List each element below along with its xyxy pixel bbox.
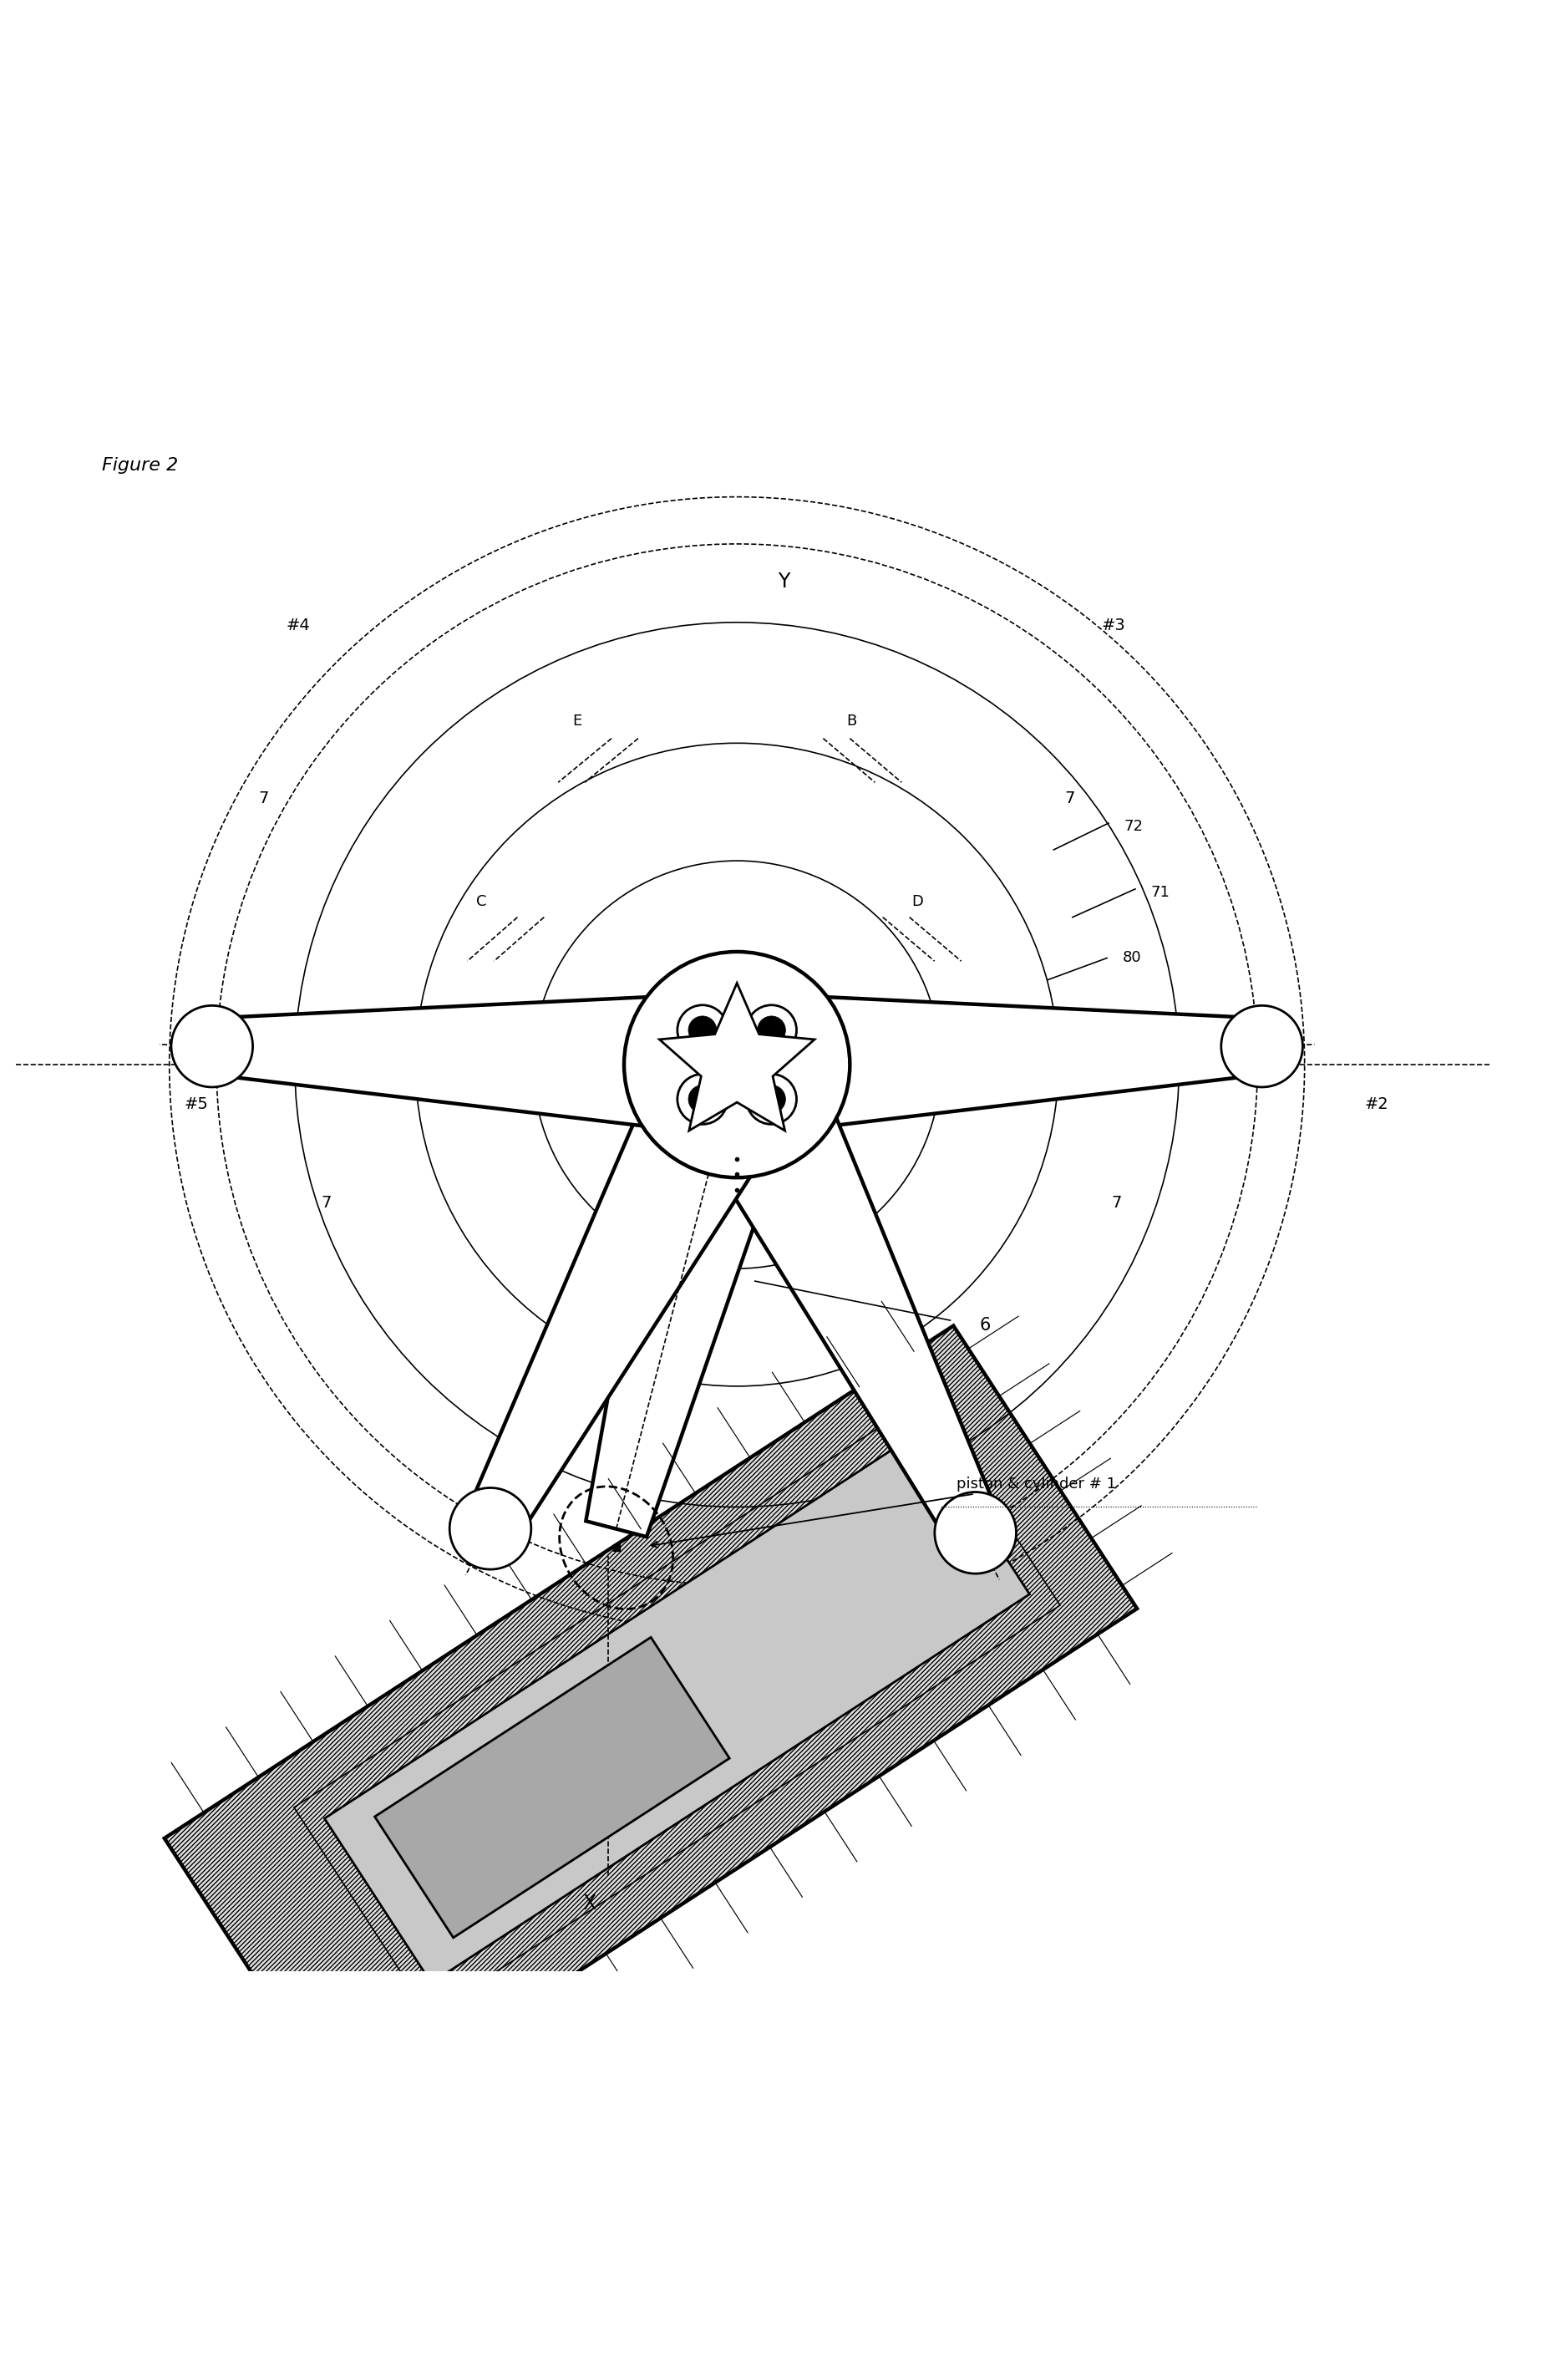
- Circle shape: [688, 1016, 717, 1045]
- Text: 7: 7: [1065, 791, 1074, 805]
- Polygon shape: [325, 1429, 1030, 1982]
- Text: #2: #2: [1364, 1097, 1389, 1111]
- Polygon shape: [165, 1325, 1137, 2120]
- Text: 6: 6: [978, 1318, 991, 1334]
- Text: 80: 80: [1123, 950, 1142, 966]
- Circle shape: [1221, 1007, 1303, 1087]
- Text: #5: #5: [183, 1097, 209, 1111]
- Text: 72: 72: [1124, 819, 1143, 833]
- Circle shape: [677, 1004, 728, 1056]
- Circle shape: [757, 1016, 786, 1045]
- Circle shape: [746, 1004, 797, 1056]
- Polygon shape: [660, 983, 814, 1130]
- Text: #4: #4: [285, 617, 310, 634]
- Text: B: B: [847, 715, 856, 729]
- Polygon shape: [466, 1030, 801, 1541]
- Text: 7: 7: [259, 791, 268, 805]
- Circle shape: [171, 1007, 252, 1087]
- Text: 7: 7: [1112, 1194, 1121, 1211]
- Text: 71: 71: [1151, 886, 1170, 900]
- Text: Y: Y: [778, 572, 790, 591]
- Circle shape: [688, 1085, 717, 1113]
- Circle shape: [677, 1073, 728, 1125]
- Circle shape: [757, 1085, 786, 1113]
- Text: X: X: [583, 1894, 596, 1913]
- Polygon shape: [734, 992, 1262, 1137]
- Text: Figure 2: Figure 2: [102, 458, 179, 475]
- Text: 7: 7: [321, 1194, 331, 1211]
- Circle shape: [746, 1073, 797, 1125]
- Polygon shape: [375, 1638, 729, 1937]
- Circle shape: [624, 952, 850, 1178]
- Text: #3: #3: [1101, 617, 1126, 634]
- Text: D: D: [911, 895, 924, 909]
- Text: C: C: [477, 895, 486, 909]
- Polygon shape: [212, 992, 740, 1137]
- Polygon shape: [586, 1047, 804, 1536]
- Polygon shape: [673, 1033, 1000, 1545]
- Text: piston & cylinder # 1: piston & cylinder # 1: [652, 1477, 1116, 1548]
- Circle shape: [450, 1488, 532, 1569]
- Circle shape: [935, 1491, 1016, 1574]
- Text: E: E: [572, 715, 582, 729]
